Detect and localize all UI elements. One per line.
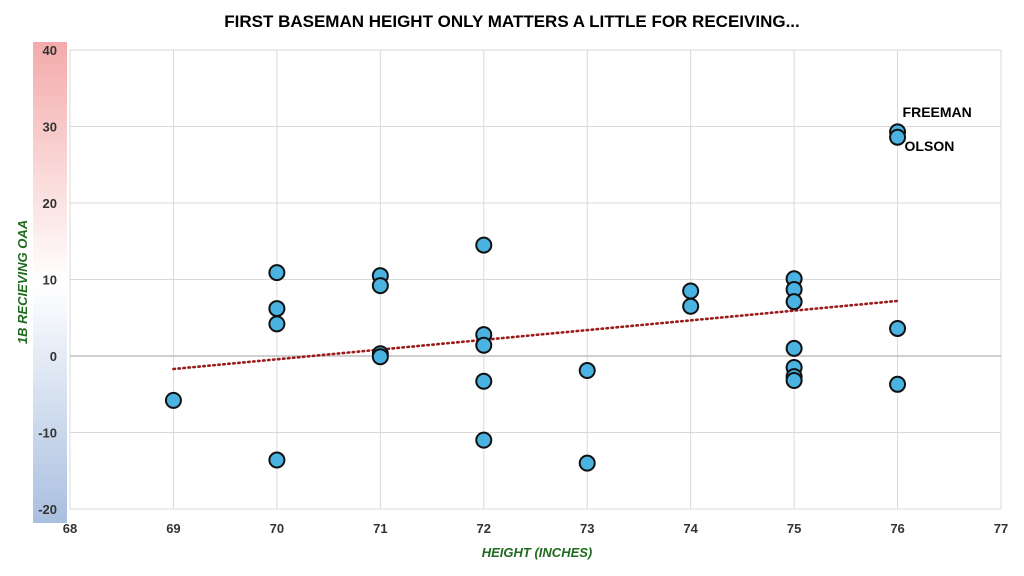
data-point [889,375,907,393]
data-point [785,371,803,389]
y-tick-label: 10 [43,273,57,288]
x-tick-label: 68 [63,521,77,536]
x-tick-label: 71 [373,521,387,536]
x-tick-label: 76 [890,521,904,536]
y-tick-label: 40 [43,43,57,58]
data-point [371,348,389,366]
x-axis-label: HEIGHT (INCHES) [482,545,593,560]
data-point [268,300,286,318]
chart-title: FIRST BASEMAN HEIGHT ONLY MATTERS A LITT… [224,12,800,31]
data-point [475,336,493,354]
y-tick-label: -10 [38,426,57,441]
data-point [889,128,907,146]
data-point [889,319,907,337]
x-tick-label: 77 [994,521,1008,536]
data-point [578,454,596,472]
data-point [682,282,700,300]
gridlines [69,49,1002,510]
data-point [578,362,596,380]
data-point [268,264,286,282]
point-annotation: OLSON [905,138,955,154]
data-point [475,431,493,449]
data-point [475,236,493,254]
y-axis-gradient-bar [33,42,67,523]
data-point [785,339,803,357]
point-annotation: FREEMAN [903,104,972,120]
trendline [172,299,899,371]
y-tick-label: 30 [43,120,57,135]
x-tick-label: 69 [166,521,180,536]
data-points [164,123,907,472]
data-point [268,315,286,333]
data-point [475,372,493,390]
y-tick-label: -20 [38,502,57,517]
data-point [371,277,389,295]
x-tick-label: 73 [580,521,594,536]
annotations: FREEMAN OLSON [903,104,972,154]
y-tick-label: 20 [43,196,57,211]
x-tick-label: 75 [787,521,801,536]
x-tick-label: 70 [270,521,284,536]
data-point [164,391,182,409]
x-tick-label: 74 [683,521,698,536]
x-tick-label: 72 [477,521,491,536]
y-tick-labels: -20 -10 0 10 20 30 40 [38,43,57,517]
data-point [785,293,803,311]
y-tick-label: 0 [50,349,57,364]
y-axis-label: 1B RECIEVING OAA [15,220,30,344]
x-tick-labels: 68 69 70 71 72 73 74 75 76 77 [63,521,1008,536]
data-point [682,297,700,315]
data-point [268,451,286,469]
